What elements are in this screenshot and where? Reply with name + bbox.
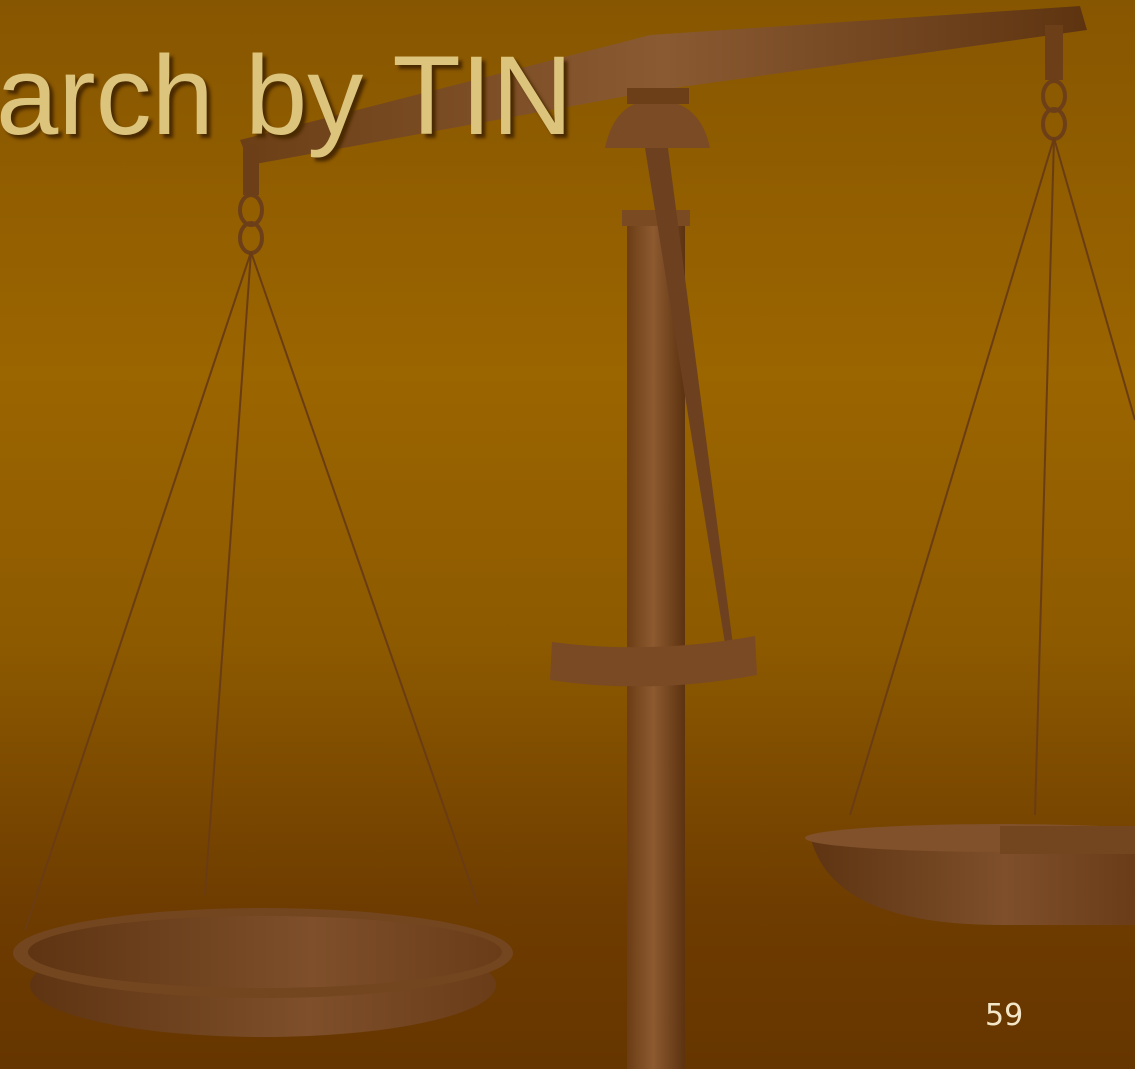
slide-title: arch by TIN [0, 40, 573, 152]
page-number: 59 [985, 998, 1023, 1033]
slide: arch by TIN 59 [0, 0, 1135, 1069]
scales-illustration [0, 0, 1135, 1069]
